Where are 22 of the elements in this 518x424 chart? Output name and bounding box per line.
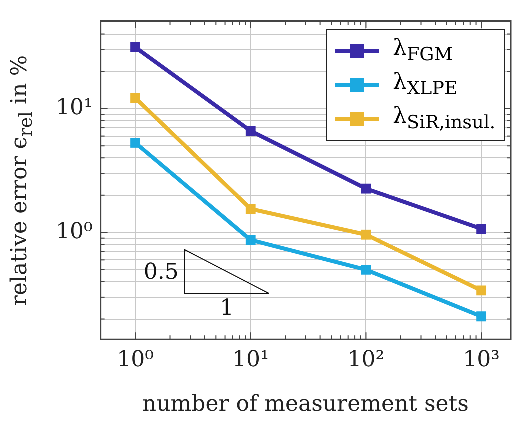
annotation: 1 — [220, 296, 234, 322]
point — [361, 184, 372, 194]
point — [246, 204, 256, 214]
point — [130, 42, 140, 52]
annotation: 0.5 — [144, 260, 179, 285]
x-tick-label: 10² — [348, 348, 385, 373]
point — [476, 224, 487, 234]
x-axis-title: number of measurement sets — [142, 392, 469, 417]
point — [130, 93, 140, 104]
point — [246, 126, 256, 136]
point — [361, 265, 372, 275]
legend-label: λ$_{FGM}$ — [393, 36, 454, 66]
legend-label: λ$_{XLPE}$ — [393, 70, 458, 100]
point — [476, 286, 487, 296]
point — [476, 312, 487, 322]
x-tick-label: 10³ — [463, 348, 500, 373]
point — [246, 235, 256, 246]
x-tick-label: 10⁰ — [117, 348, 154, 373]
x-tick-label: 10¹ — [232, 348, 270, 373]
legend-label: λ$_{SiR,insul.}$ — [393, 104, 496, 134]
point — [130, 138, 140, 148]
point — [361, 230, 372, 240]
